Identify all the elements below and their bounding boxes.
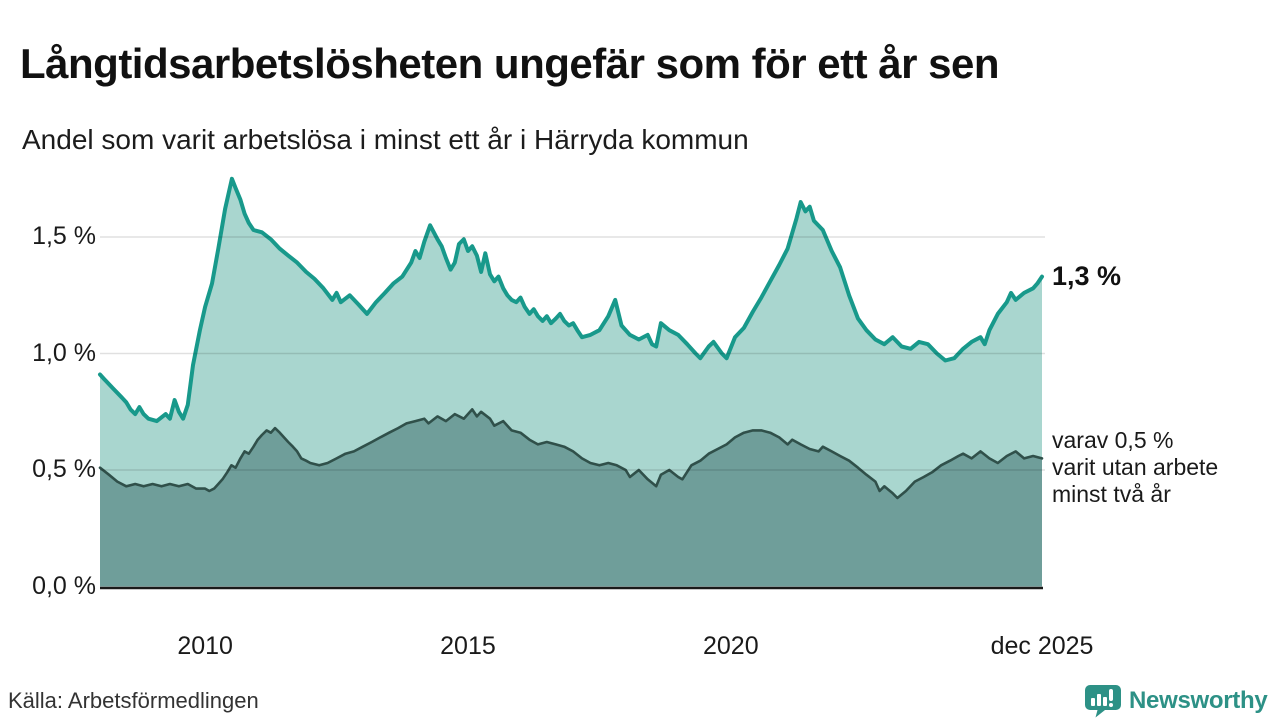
secondary-series-annotation: varav 0,5 % varit utan arbete minst två … [1052, 427, 1218, 508]
x-tick-label: 2010 [177, 632, 233, 660]
latest-value-label: 1,3 % [1052, 260, 1122, 291]
x-tick-label: dec 2025 [990, 632, 1094, 660]
page-title: Långtidsarbetslösheten ungefär som för e… [20, 40, 1000, 88]
series-2-line [98, 408, 1044, 500]
y-tick-label: 1,0 % [32, 338, 96, 367]
newsworthy-wordmark: Newsworthy [1129, 687, 1268, 714]
x-tick-label: 2020 [702, 632, 759, 660]
y-tick-label: 0,5 % [32, 455, 96, 483]
secondary-annotation-line: minst två år [1052, 481, 1171, 508]
newsworthy-logo: Newsworthy [1084, 684, 1268, 718]
source-credit: Källa: Arbetsförmedlingen [8, 688, 259, 713]
chart-subtitle: Andel som varit arbetslösa i minst ett å… [22, 124, 749, 155]
newsworthy-bubble-chart-icon [1084, 684, 1122, 718]
secondary-annotation-line: varav 0,5 % [1052, 427, 1174, 454]
secondary-annotation-line: varit utan arbete [1052, 454, 1219, 481]
series-1-line [98, 176, 1044, 424]
y-tick-label: 0,0 % [32, 571, 96, 600]
x-tick-label: 2015 [440, 632, 496, 660]
series-2-area [100, 409, 1042, 587]
y-tick-label: 1,5 % [32, 222, 96, 250]
